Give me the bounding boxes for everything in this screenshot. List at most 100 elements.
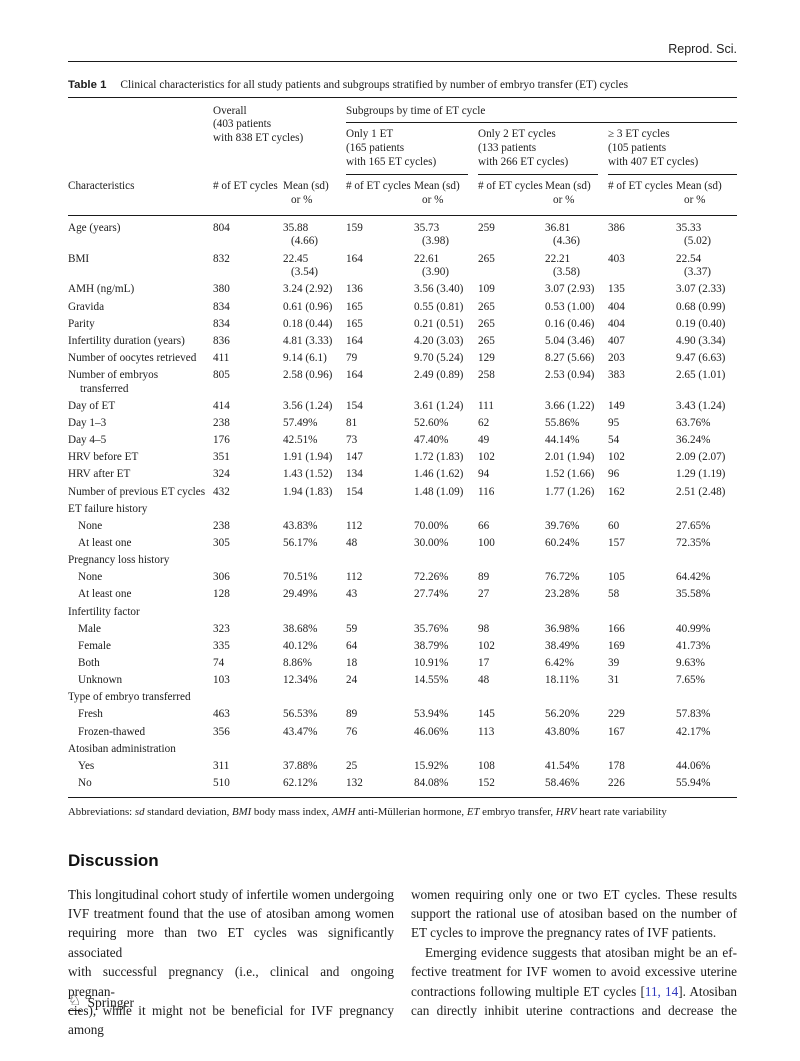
table-row: No 510 62.12% 132 84.08% 152 58.46% 226 55.94% bbox=[68, 775, 737, 797]
n-cell: 404 bbox=[608, 300, 625, 313]
subgroups-title-header: Subgroups by time of ET cycle bbox=[346, 97, 737, 124]
row-label: At least one bbox=[78, 536, 132, 549]
text-line: can directly inhibit uterine contraction… bbox=[411, 1001, 737, 1020]
n-cell: 108 bbox=[478, 759, 495, 772]
n-cell: 164 bbox=[346, 369, 363, 382]
mean-cell: 2.51 (2.48) bbox=[676, 485, 726, 498]
n-cell: 324 bbox=[213, 468, 230, 481]
row-label: Unknown bbox=[78, 674, 123, 687]
n-cell: 27 bbox=[478, 588, 490, 601]
n-cell: 136 bbox=[346, 283, 363, 296]
n-cell: 166 bbox=[608, 622, 625, 635]
mean-cell: 8.86% bbox=[283, 656, 312, 669]
n-cell: 31 bbox=[608, 674, 620, 687]
mean-cell: 8.27 (5.66) bbox=[545, 351, 595, 364]
mean-cell: 3.07 (2.93) bbox=[545, 283, 595, 296]
mean-cell: 22.61 (3.90) bbox=[414, 252, 450, 279]
table-caption-text: Clinical characteristics for all study p… bbox=[120, 79, 629, 91]
mean-cell: 6.42% bbox=[545, 656, 574, 669]
mean-cell bbox=[283, 553, 346, 570]
mean-cell: 55.86% bbox=[545, 417, 580, 429]
n-cell bbox=[213, 501, 283, 518]
n-cell: 805 bbox=[213, 369, 230, 382]
row-label: Male bbox=[78, 622, 101, 635]
n-cell bbox=[213, 690, 283, 707]
n-cell: 167 bbox=[608, 725, 625, 738]
table-row: Day 1–3 238 57.49% 81 52.60% 62 55.86% 95 63.76% bbox=[68, 415, 737, 432]
mean-cell: 84.08% bbox=[414, 776, 449, 789]
citation-link[interactable]: 11, 14 bbox=[644, 983, 679, 999]
mean-cell bbox=[676, 690, 737, 707]
n-cell: 149 bbox=[608, 399, 625, 412]
n-cell: 102 bbox=[608, 451, 625, 464]
mean-cell: 14.55% bbox=[414, 674, 449, 687]
mean-cell: 35.58% bbox=[676, 588, 711, 601]
n-cell: 404 bbox=[608, 317, 625, 330]
mean-header: Mean (sd) or % bbox=[676, 175, 737, 216]
mean-cell: 22.54 (3.37) bbox=[676, 252, 712, 279]
mean-header: Mean (sd) or % bbox=[414, 175, 478, 216]
n-cell: 24 bbox=[346, 674, 358, 687]
mean-cell bbox=[676, 604, 737, 621]
table-row: Day 4–5 176 42.51% 73 47.40% 49 44.14% 54 36.24% bbox=[68, 433, 737, 450]
table-row: HRV after ET 324 1.43 (1.52) 134 1.46 (1.62)… bbox=[68, 467, 737, 484]
mean-cell: 27.65% bbox=[676, 519, 711, 532]
text-segment: ET cycles to improve the pregnancy rates… bbox=[411, 925, 717, 941]
row-label: HRV before ET bbox=[68, 451, 139, 464]
row-label: None bbox=[78, 519, 103, 532]
mean-cell bbox=[283, 604, 346, 621]
n-cell bbox=[608, 553, 676, 570]
subgroups-title-text: Subgroups by time of ET cycle bbox=[346, 105, 737, 124]
text-segment: can directly inhibit uterine contraction… bbox=[411, 1003, 737, 1019]
mean-cell: 42.51% bbox=[283, 434, 318, 447]
mean-cell: 2.58 (0.96) bbox=[283, 369, 333, 382]
n-cell: 25 bbox=[346, 759, 358, 772]
mean-cell: 27.74% bbox=[414, 588, 449, 601]
n-cell bbox=[213, 741, 283, 758]
n-cell: 111 bbox=[478, 399, 494, 412]
n-cell bbox=[346, 741, 414, 758]
n-cell: 102 bbox=[478, 639, 495, 652]
table-row: Both 74 8.86% 18 10.91% 17 6.42% 39 9.63% bbox=[68, 655, 737, 672]
mean-cell: 22.21 (3.58) bbox=[545, 252, 581, 279]
publisher-name: Springer bbox=[87, 995, 134, 1010]
n-cell: 265 bbox=[478, 334, 495, 347]
n-cell: 135 bbox=[608, 283, 625, 296]
mean-cell: 0.61 (0.96) bbox=[283, 300, 333, 313]
n-cell: 238 bbox=[213, 519, 230, 532]
table-row: Number of oocytes retrieved 411 9.14 (6.1)… bbox=[68, 350, 737, 367]
abbreviation-term: AMH bbox=[331, 805, 356, 818]
mean-cell: 5.04 (3.46) bbox=[545, 334, 595, 347]
mean-cell bbox=[283, 501, 346, 518]
row-label: Day of ET bbox=[68, 399, 116, 412]
n-cell: 383 bbox=[608, 369, 625, 382]
n-cell: 39 bbox=[608, 656, 620, 669]
mean-cell: 36.98% bbox=[545, 622, 580, 635]
n-cell: 159 bbox=[346, 221, 363, 234]
mean-cell: 3.56 (1.24) bbox=[283, 399, 333, 412]
text-line: Emerging evidence suggests that atosiban… bbox=[411, 943, 737, 962]
row-label: Parity bbox=[68, 317, 95, 330]
table-row: Gravida 834 0.61 (0.96) 165 0.55 (0.81) 265 0.… bbox=[68, 299, 737, 316]
mean-cell: 35.33 (5.02) bbox=[676, 221, 712, 248]
mean-cell: 1.46 (1.62) bbox=[414, 468, 464, 481]
n-cell: 238 bbox=[213, 417, 230, 429]
n-cell: 73 bbox=[346, 434, 358, 447]
abbreviation-term: HRV bbox=[555, 805, 577, 818]
n-cell: 95 bbox=[608, 417, 620, 429]
n-cell: 54 bbox=[608, 434, 620, 447]
mean-cell: 47.40% bbox=[414, 434, 449, 447]
n-cell bbox=[608, 741, 676, 758]
mean-cell: 44.06% bbox=[676, 759, 711, 772]
table-row: Parity 834 0.18 (0.44) 165 0.21 (0.51) 265 0.1… bbox=[68, 316, 737, 333]
text-segment: anti-Müllerian hormone, bbox=[355, 805, 467, 818]
n-cell: 165 bbox=[346, 317, 363, 330]
n-cell: 17 bbox=[478, 656, 490, 669]
row-label: Infertility factor bbox=[68, 605, 140, 618]
table-row: Female 335 40.12% 64 38.79% 102 38.49% 169 41.73… bbox=[68, 638, 737, 655]
mean-cell: 2.09 (2.07) bbox=[676, 451, 726, 464]
mean-cell: 55.94% bbox=[676, 776, 711, 789]
mean-cell bbox=[414, 553, 478, 570]
mean-cell: 53.94% bbox=[414, 708, 449, 721]
text-segment: Emerging evidence suggests that atosiban… bbox=[425, 944, 737, 960]
